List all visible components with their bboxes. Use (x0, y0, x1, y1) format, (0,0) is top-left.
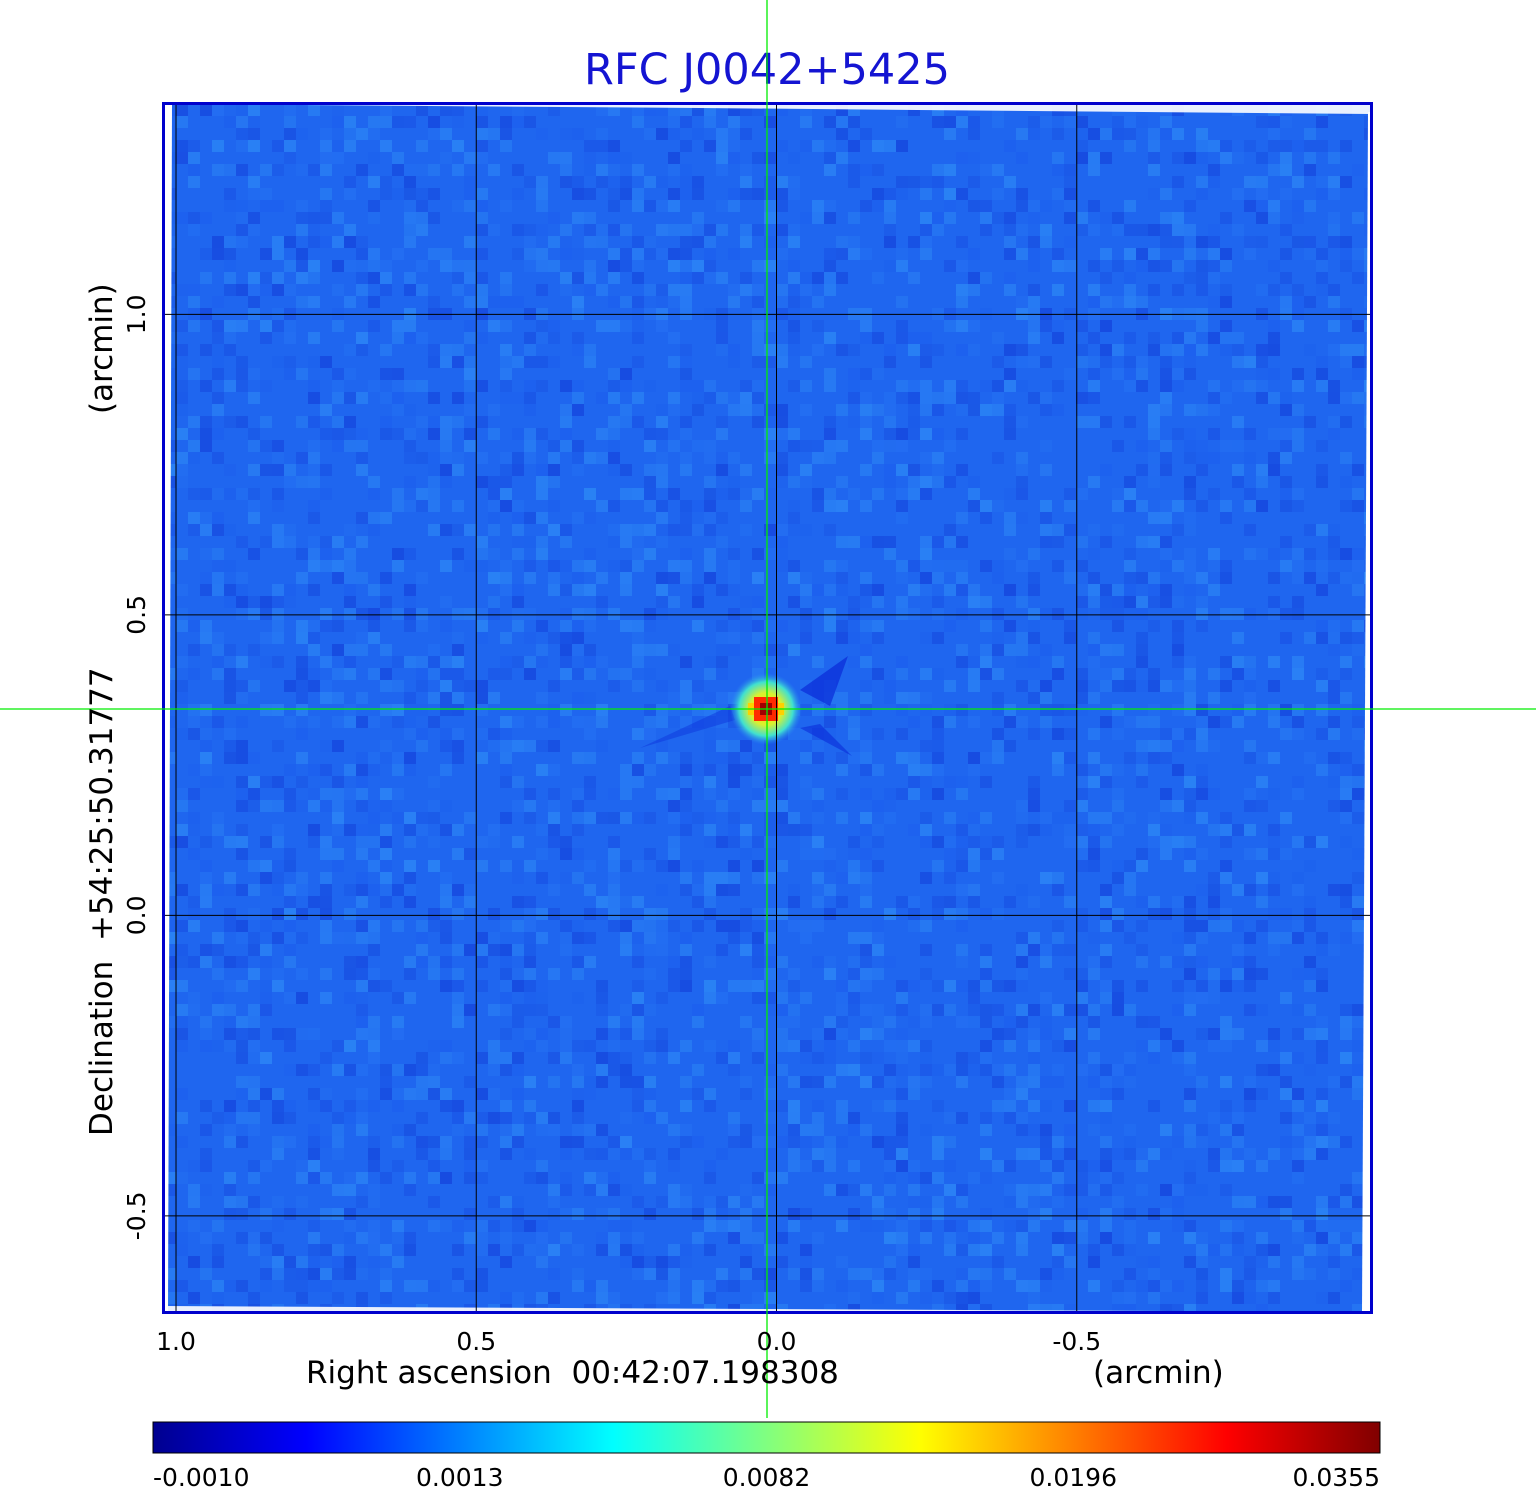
x-axis-label: Right ascension 00:42:07.198308 (306, 1355, 839, 1391)
x-tick-labels: 1.0 0.5 0.0 -0.5 (156, 1327, 1101, 1356)
y-tick-label: 1.0 (122, 294, 151, 334)
sidelobe-dark (640, 706, 735, 748)
sidelobe-dark (800, 724, 852, 756)
y-tick-label: 0.5 (122, 595, 151, 635)
colorbar (152, 1421, 1381, 1454)
x-tick-label: 0.0 (757, 1327, 797, 1356)
colorbar-tick-label: 0.0196 (1030, 1463, 1117, 1492)
map-noise-texture (164, 104, 1371, 1312)
y-tick-label: -0.5 (122, 1191, 151, 1240)
colorbar-tick-label: 0.0355 (1293, 1463, 1380, 1492)
colorbar-tick-label: -0.0010 (153, 1463, 250, 1492)
y-axis-unit: (arcmin) (84, 283, 120, 414)
colorbar-tick-label: 0.0082 (723, 1463, 810, 1492)
y-tick-labels: 1.0 0.5 0.0 -0.5 (122, 294, 151, 1240)
colorbar-tick-labels: -0.0010 0.0013 0.0082 0.0196 0.0355 (153, 1463, 1380, 1492)
x-tick-label: 1.0 (156, 1327, 196, 1356)
plot-area (164, 104, 1371, 1312)
y-axis-label: Declination +54:25:50.31777 (84, 667, 120, 1136)
x-tick-label: 0.5 (456, 1327, 496, 1356)
sidelobe-dark (800, 656, 848, 706)
colorbar-tick-label: 0.0013 (416, 1463, 503, 1492)
y-tick-label: 0.0 (122, 895, 151, 935)
x-tick-label: -0.5 (1052, 1327, 1101, 1356)
x-axis-unit: (arcmin) (1093, 1355, 1224, 1391)
